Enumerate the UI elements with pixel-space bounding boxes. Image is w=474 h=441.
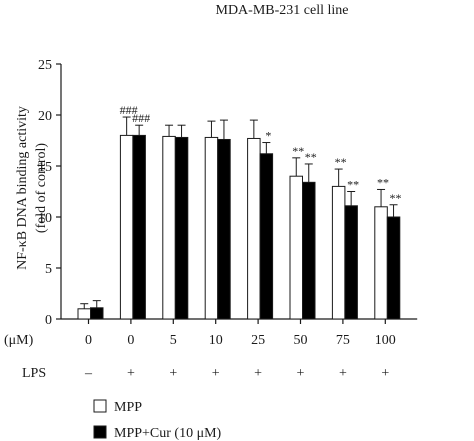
lps-indicator: + [297, 366, 305, 381]
bar [204, 136, 219, 320]
y-axis-title: NF-κB DNA binding activity (fold of cont… [15, 106, 49, 270]
lps-indicator: + [339, 366, 347, 381]
significance-label: ** [305, 150, 317, 164]
lps-indicator: + [254, 366, 262, 381]
x-tick-label: 10 [209, 333, 223, 348]
y-tick-label: 15 [38, 160, 52, 175]
x-tick-label: 0 [85, 333, 92, 348]
y-tick-label: 25 [38, 58, 52, 73]
x-tick-label: 5 [170, 333, 177, 348]
y-tick-label: 5 [45, 262, 52, 277]
y-tick-label: 10 [38, 211, 52, 226]
significance-label: ** [347, 178, 359, 192]
legend: MPP MPP+Cur (10 μM) [93, 399, 222, 441]
lps-indicator: + [169, 366, 177, 381]
bar [90, 307, 104, 320]
bar [162, 135, 176, 320]
lps-indicator: – [84, 366, 93, 381]
lps-indicator: + [212, 366, 220, 381]
legend-swatch [93, 399, 107, 413]
bar [344, 205, 358, 320]
lps-indicator: + [127, 366, 135, 381]
bar [302, 181, 316, 320]
x-tick-label: 50 [294, 333, 308, 348]
lps-label: LPS [22, 366, 46, 381]
significance-label: ** [377, 175, 389, 189]
significance-label: ### [120, 103, 138, 117]
chart-title: MDA-MB-231 cell line [216, 3, 349, 18]
significance-label: * [265, 129, 271, 143]
bar [289, 175, 303, 320]
y-tick-label: 20 [38, 109, 52, 124]
bar [331, 185, 346, 320]
bar [132, 134, 146, 320]
bar [174, 136, 189, 320]
bar [386, 216, 401, 320]
significance-label: ** [292, 144, 304, 158]
x-tick-label: 0 [127, 333, 134, 348]
significance-label: ** [335, 155, 347, 169]
significance-label: ### [132, 111, 150, 125]
bar [119, 134, 134, 320]
bar [217, 138, 231, 320]
bar [247, 137, 261, 320]
x-tick-label: 75 [336, 333, 350, 348]
legend-entry: MPP [114, 400, 142, 415]
lps-indicator: + [381, 366, 389, 381]
significance-label: ** [390, 191, 402, 205]
bar [77, 308, 91, 320]
legend-swatch [93, 425, 107, 439]
y-tick-label: 0 [45, 313, 52, 328]
x-tick-label: 25 [251, 333, 265, 348]
concentration-label: (μM) [4, 333, 34, 348]
bar [259, 153, 274, 320]
x-tick-label: 100 [375, 333, 396, 348]
y-axis-title-line1: NF-κB DNA binding activity [15, 106, 30, 270]
bar [374, 206, 388, 320]
y-axis-title-line2: (fold of control) [34, 143, 49, 234]
legend-entry: MPP+Cur (10 μM) [114, 426, 222, 441]
